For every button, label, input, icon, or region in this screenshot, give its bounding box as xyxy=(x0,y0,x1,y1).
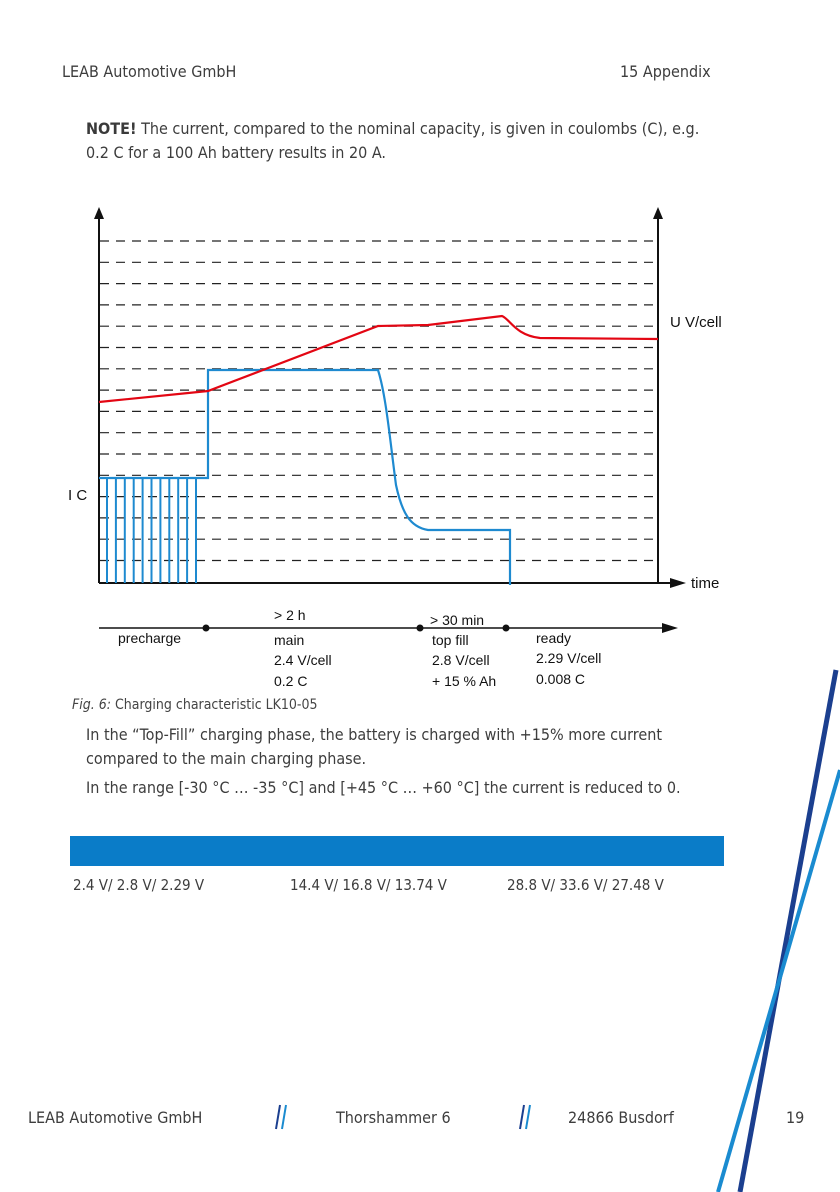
page-number: 19 xyxy=(786,1108,805,1127)
phase-dot-2 xyxy=(416,624,424,632)
x-label-time: time xyxy=(691,575,719,592)
x-axis-arrow xyxy=(670,578,686,588)
phase-dot-3 xyxy=(502,624,510,632)
phase-timeline-arrow xyxy=(662,623,678,633)
footer-street: Thorshammer 6 xyxy=(336,1108,451,1127)
phase-topfill-name: top fill xyxy=(432,632,469,648)
decorative-stripes xyxy=(716,669,840,1192)
table-cell-12v: 14.4 V/ 16.8 V/ 13.74 V xyxy=(290,876,447,894)
header-section: 15 Appendix xyxy=(620,62,711,81)
figure-label: Fig. 6: xyxy=(72,697,111,713)
phase-topfill-current: + 15 % Ah xyxy=(432,673,496,689)
y-label-current: I C xyxy=(68,487,87,504)
note-text: The current, compared to the nominal cap… xyxy=(86,119,700,162)
current-curve-path xyxy=(99,368,512,585)
y-axis-left-arrow xyxy=(94,207,104,219)
phase-dot-1 xyxy=(202,624,210,632)
phase-topfill-voltage: 2.8 V/cell xyxy=(432,652,490,668)
table-header-bar xyxy=(70,836,724,866)
y-label-voltage: U V/cell xyxy=(670,314,722,331)
phase-ready-current: 0.008 C xyxy=(536,671,585,687)
phase-ready-voltage: 2.29 V/cell xyxy=(536,650,601,666)
phase-topfill-duration: > 30 min xyxy=(430,612,484,628)
note-label: NOTE! xyxy=(86,119,137,138)
note-block: NOTE! The current, compared to the nomin… xyxy=(86,117,726,165)
phase-main-voltage: 2.4 V/cell xyxy=(274,652,332,668)
footer-separator-icon xyxy=(275,1104,287,1130)
footer-city: 24866 Busdorf xyxy=(568,1108,674,1127)
footer-company: LEAB Automotive GmbH xyxy=(28,1108,203,1127)
paragraph-temperature: In the range [-30 °C … -35 °C] and [+45 … xyxy=(86,778,681,797)
table-cell-cell-voltage: 2.4 V/ 2.8 V/ 2.29 V xyxy=(73,876,205,894)
phase-main-duration: > 2 h xyxy=(274,607,306,623)
phase-main-name: main xyxy=(274,632,304,648)
phase-main-current: 0.2 C xyxy=(274,673,307,689)
footer-separator-icon xyxy=(519,1104,531,1130)
voltage-curve xyxy=(98,314,659,404)
table-cell-24v: 28.8 V/ 33.6 V/ 27.48 V xyxy=(507,876,664,894)
phase-precharge-name: precharge xyxy=(118,630,181,646)
y-axis-right-arrow xyxy=(653,207,663,219)
figure-caption-text: Charging characteristic LK10-05 xyxy=(111,697,318,713)
phase-ready-name: ready xyxy=(536,630,571,646)
charging-chart: I C U V/cell time precharge > 2 h main 2… xyxy=(68,207,722,689)
paragraph-topfill: In the “Top-Fill” charging phase, the ba… xyxy=(86,725,662,768)
figure-caption: Fig. 6: Charging characteristic LK10-05 xyxy=(72,697,318,713)
header-company: LEAB Automotive GmbH xyxy=(62,62,237,81)
